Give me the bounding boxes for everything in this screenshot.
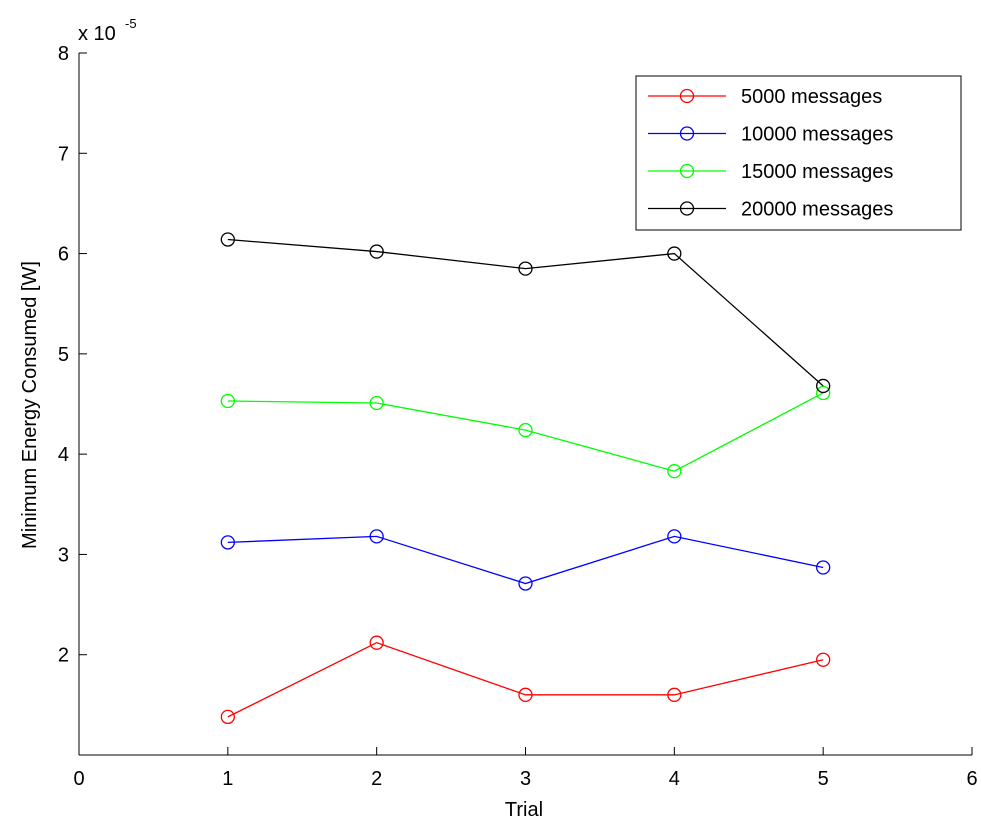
data-point	[518, 422, 533, 438]
data-point	[369, 244, 384, 259]
series-line	[227, 641, 824, 718]
data-point	[220, 709, 235, 725]
data-point	[369, 529, 384, 544]
x-axis-ticks: 0 1 2 3 4 5 6	[73, 747, 978, 790]
data-point	[518, 687, 533, 702]
x-tick-label: 6	[966, 768, 977, 790]
data-point	[369, 395, 384, 411]
data-point	[220, 232, 235, 247]
y-tick-label: 6	[58, 244, 69, 266]
data-point	[518, 576, 533, 591]
legend-label: 10000 messages	[741, 124, 893, 146]
data-point	[667, 687, 682, 702]
series-line	[227, 392, 824, 472]
legend-label: 15000 messages	[741, 161, 893, 183]
legend: 5000 messages 10000 messages 15000 message…	[635, 75, 962, 231]
y-tick-label: 4	[58, 444, 69, 466]
y-exponent-base: x 10	[78, 23, 116, 45]
y-axis-ticks: 2 3 4 5 6 7 8	[58, 43, 87, 667]
data-point	[220, 393, 235, 409]
x-tick-label: 4	[669, 768, 680, 790]
series-2	[220, 385, 831, 479]
data-point	[667, 464, 682, 479]
data-point	[816, 378, 831, 394]
legend-label: 5000 messages	[741, 86, 882, 108]
series-line	[227, 535, 824, 585]
legend-marker	[679, 201, 695, 216]
y-tick-label: 5	[58, 344, 69, 366]
series-3	[220, 232, 831, 394]
plot-series	[220, 232, 831, 725]
x-tick-label: 3	[520, 768, 531, 790]
x-tick-label: 0	[73, 768, 84, 790]
legend-marker	[679, 88, 695, 104]
y-axis-exponent: x 10 -5	[78, 16, 137, 45]
y-exponent-power: -5	[125, 16, 137, 31]
data-point	[667, 529, 682, 544]
x-axis-title: Trial	[505, 799, 543, 821]
x-tick-label: 5	[818, 768, 829, 790]
y-tick-label: 8	[58, 43, 69, 65]
x-tick-label: 1	[222, 768, 233, 790]
y-tick-label: 3	[58, 544, 69, 566]
x-tick-label: 2	[371, 768, 382, 790]
y-axis-title: Minimum Energy Consumed [W]	[19, 261, 41, 549]
series-0	[220, 635, 831, 725]
legend-marker	[679, 126, 695, 141]
legend-label: 20000 messages	[741, 199, 893, 221]
data-point	[518, 261, 533, 276]
y-tick-label: 7	[58, 143, 69, 165]
data-point	[816, 385, 831, 401]
data-point	[220, 535, 235, 550]
data-point	[816, 560, 831, 575]
data-point	[667, 246, 682, 261]
data-point	[369, 635, 384, 650]
series-1	[220, 529, 831, 591]
data-point	[816, 652, 831, 667]
legend-marker	[679, 163, 695, 179]
series-line	[227, 238, 824, 387]
y-tick-label: 2	[58, 645, 69, 667]
